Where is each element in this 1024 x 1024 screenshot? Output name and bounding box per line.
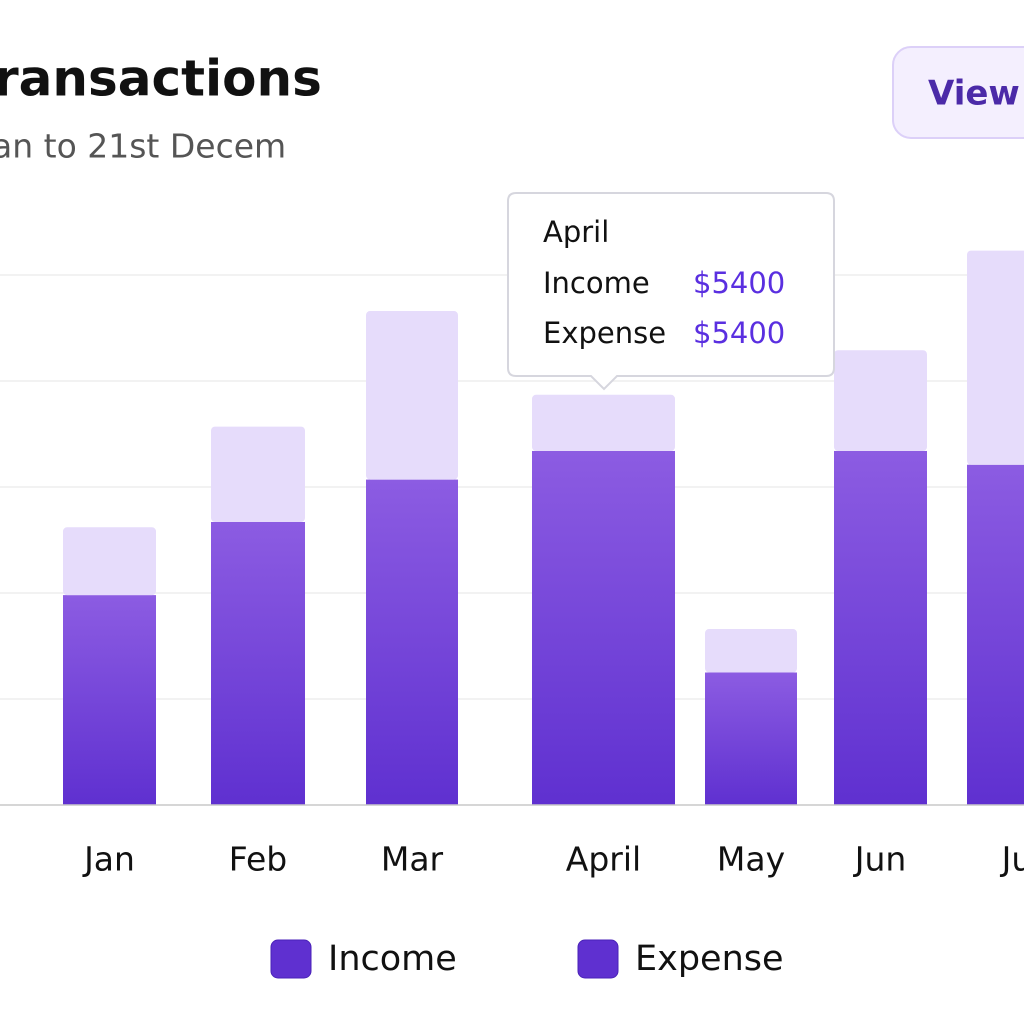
- x-tick-label: Jun: [853, 840, 907, 879]
- x-tick-label: Ju: [1000, 840, 1024, 879]
- income-bar: [211, 521, 305, 805]
- expense-bar: [834, 350, 927, 451]
- x-tick-label: Feb: [229, 840, 287, 879]
- view-button-label[interactable]: View: [928, 74, 1020, 114]
- expense-bar: [211, 426, 305, 522]
- tooltip-value: $5400: [693, 316, 785, 350]
- view-button[interactable]: [892, 46, 1024, 139]
- expense-bar: [366, 311, 458, 480]
- expense-bar: [967, 250, 1024, 465]
- tooltip-label: Expense: [543, 316, 666, 350]
- legend-swatch: [270, 939, 312, 979]
- x-tick-label: May: [717, 840, 785, 879]
- income-bar: [967, 464, 1024, 805]
- legend: Income Expense: [270, 939, 784, 979]
- x-tick-label: Mar: [381, 840, 444, 879]
- legend-label: Income: [328, 939, 457, 979]
- tooltip-box: [507, 192, 835, 391]
- tooltip-title: April: [543, 215, 609, 249]
- expense-bar: [532, 394, 675, 451]
- tooltip-value: $5400: [693, 266, 785, 300]
- x-tick-label: April: [566, 840, 641, 879]
- tooltip: April Income $5400 Expense $5400: [507, 192, 835, 391]
- income-bar: [834, 450, 927, 805]
- expense-bar: [705, 629, 797, 673]
- legend-swatch: [577, 939, 619, 979]
- subtitle: an to 21st Decem: [0, 127, 286, 166]
- bars: Jan Feb Mar April May Jun Ju: [63, 250, 1024, 879]
- income-bar: [366, 479, 458, 805]
- title: ransactions: [0, 50, 322, 108]
- income-bar: [705, 672, 797, 805]
- income-bar: [63, 595, 156, 805]
- income-bar: [532, 450, 675, 805]
- expense-bar: [63, 527, 156, 596]
- x-tick-label: Jan: [82, 840, 135, 879]
- tooltip-label: Income: [543, 266, 650, 300]
- legend-label: Expense: [635, 939, 784, 979]
